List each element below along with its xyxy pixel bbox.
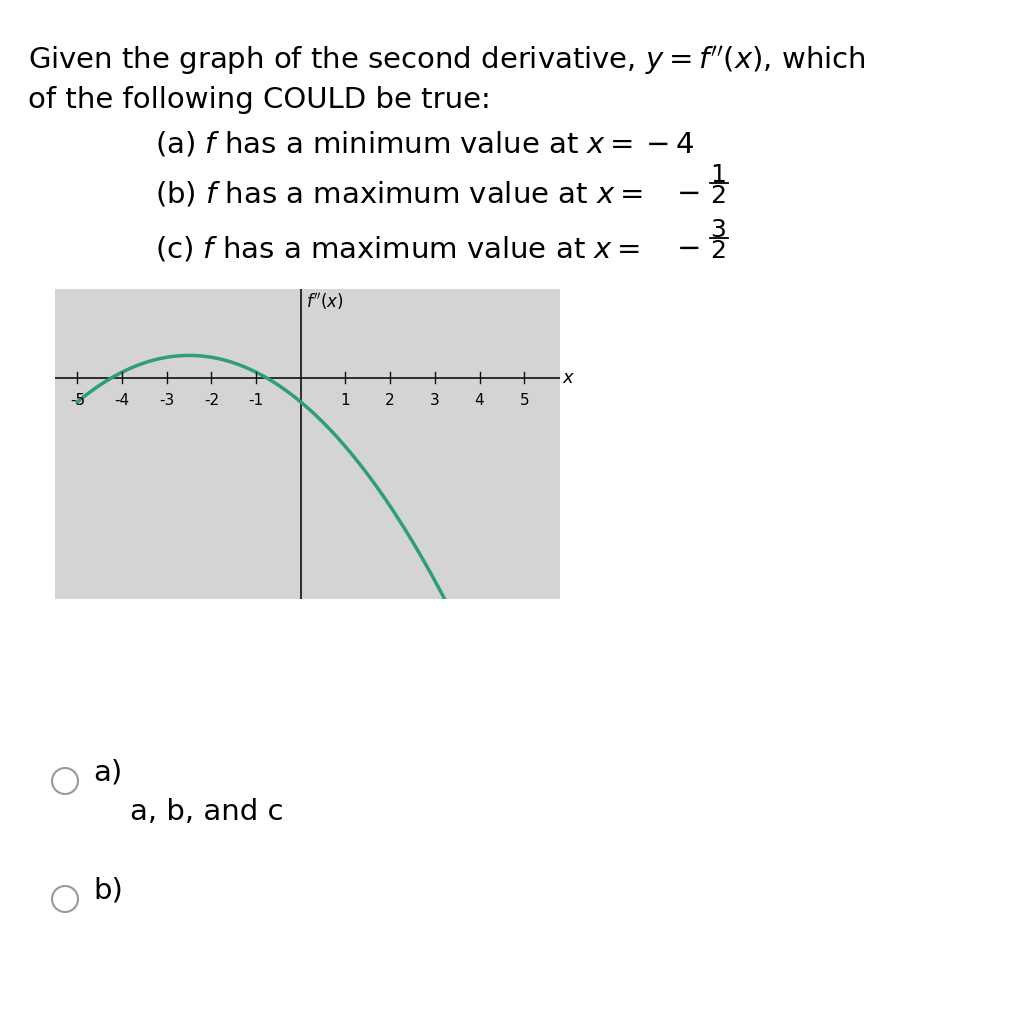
Text: (a) $f$ has a minimum value at $x = -4$: (a) $f$ has a minimum value at $x = -4$ [155, 129, 694, 158]
Text: -5: -5 [70, 393, 85, 408]
Text: 2: 2 [710, 184, 726, 208]
Text: 1: 1 [341, 393, 350, 408]
Text: -2: -2 [204, 393, 219, 408]
Text: Given the graph of the second derivative, $y = f''(x)$, which: Given the graph of the second derivative… [28, 44, 865, 77]
Text: of the following COULD be true:: of the following COULD be true: [28, 86, 490, 114]
Text: 2: 2 [385, 393, 395, 408]
Text: a, b, and c: a, b, and c [130, 798, 284, 826]
Text: 1: 1 [710, 163, 726, 187]
Text: $f''(x)$: $f''(x)$ [306, 291, 344, 312]
Text: -4: -4 [115, 393, 130, 408]
Text: $-$: $-$ [676, 234, 699, 262]
Text: 3: 3 [710, 218, 726, 242]
Text: 3: 3 [430, 393, 439, 408]
Text: (b) $f$ has a maximum value at $x = $: (b) $f$ has a maximum value at $x = $ [155, 179, 642, 208]
Text: $x$: $x$ [562, 369, 575, 386]
Text: b): b) [93, 876, 123, 904]
Text: 4: 4 [475, 393, 484, 408]
Text: 5: 5 [519, 393, 529, 408]
Text: -1: -1 [249, 393, 263, 408]
Text: -3: -3 [159, 393, 174, 408]
Text: a): a) [93, 758, 122, 786]
Text: 2: 2 [710, 239, 726, 263]
Text: (c) $f$ has a maximum value at $x = $: (c) $f$ has a maximum value at $x = $ [155, 234, 640, 263]
Text: $-$: $-$ [676, 179, 699, 207]
